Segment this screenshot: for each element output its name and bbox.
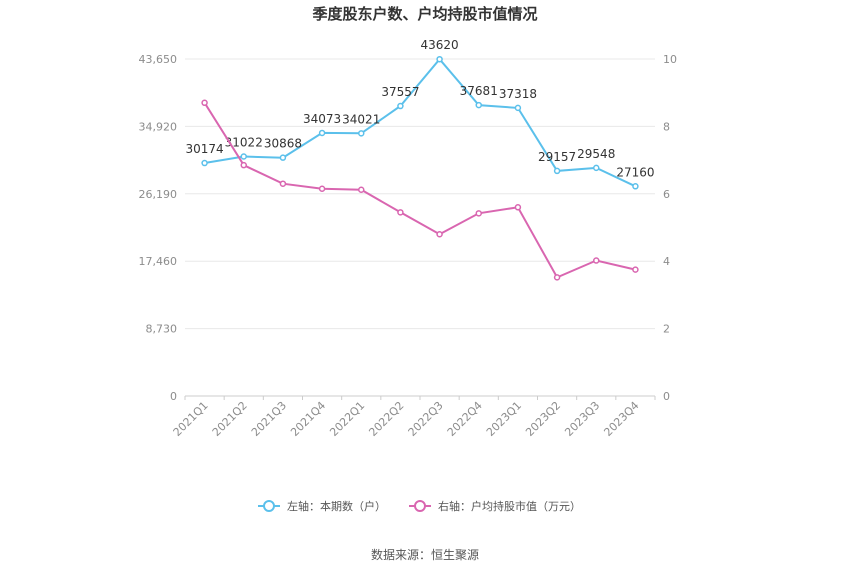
chart-title: 季度股东户数、户均持股市值情况 (312, 5, 537, 23)
data-point[interactable] (514, 204, 522, 211)
x-tick-label: 2021Q4 (288, 399, 328, 439)
data-point[interactable] (358, 186, 365, 194)
legend-label: 右轴：户均持股市值（万元） (438, 499, 581, 513)
legend-item-2[interactable]: 右轴：户均持股市值（万元） (409, 499, 581, 513)
data-point[interactable] (318, 129, 326, 137)
data-label: 34073 (303, 112, 341, 126)
right-tick-label: 0 (663, 390, 670, 403)
series-line-1 (204, 57, 636, 188)
left-tick-label: 26,190 (139, 188, 178, 201)
data-point[interactable] (553, 274, 561, 281)
data-label: 37318 (499, 87, 537, 101)
x-tick-label: 2022Q3 (406, 399, 446, 439)
data-point[interactable] (475, 210, 482, 217)
right-tick-label: 6 (663, 188, 670, 201)
legend-swatch-marker (414, 500, 426, 512)
data-point[interactable] (436, 55, 443, 63)
data-label: 34021 (342, 112, 380, 126)
grid-lines (185, 58, 655, 397)
x-tick-label: 2023Q1 (484, 399, 524, 439)
x-tick-label: 2023Q4 (601, 399, 641, 439)
data-label: 37681 (460, 84, 498, 98)
data-point[interactable] (318, 185, 326, 192)
right-tick-label: 2 (663, 323, 670, 336)
data-point[interactable] (240, 161, 247, 169)
data-point[interactable] (632, 266, 639, 273)
x-tick-label: 2021Q1 (171, 399, 211, 439)
legend-label: 左轴：本期数（户） (287, 499, 386, 513)
data-point[interactable] (553, 167, 561, 175)
source-note: 数据来源：恒生聚源 (371, 547, 479, 562)
left-tick-label: 17,460 (139, 255, 178, 268)
data-label: 43620 (420, 38, 458, 52)
data-point[interactable] (593, 257, 600, 264)
data-label: 30868 (264, 137, 302, 151)
data-label: 29157 (538, 150, 576, 164)
data-label: 29548 (577, 147, 615, 161)
x-axis-ticks: 2021Q1 2021Q2 2021Q3 2021Q4 2022Q1 2022Q2 2022… (171, 396, 656, 439)
data-label: 31022 (225, 135, 263, 149)
legend-item-1[interactable]: 左轴：本期数（户） (258, 499, 386, 513)
data-point[interactable] (358, 130, 365, 137)
x-tick-label: 2023Q2 (523, 399, 563, 439)
left-tick-label: 8,730 (146, 323, 178, 336)
data-point[interactable] (240, 153, 247, 160)
x-tick-label: 2023Q3 (562, 399, 602, 439)
x-tick-label: 2021Q2 (210, 399, 250, 439)
data-point[interactable] (201, 99, 208, 107)
left-tick-label: 34,920 (139, 120, 178, 133)
data-label: 30174 (185, 142, 223, 156)
right-tick-label: 4 (663, 255, 670, 268)
x-tick-label: 2022Q2 (366, 399, 406, 439)
x-tick-label: 2022Q1 (327, 399, 367, 439)
data-point[interactable] (593, 164, 600, 172)
x-tick-label: 2021Q3 (249, 399, 289, 439)
right-tick-label: 10 (663, 53, 677, 66)
data-point[interactable] (397, 102, 404, 110)
legend-swatch-marker (263, 500, 275, 512)
legend[interactable]: 左轴：本期数（户） 右轴：户均持股市值（万元） (258, 499, 581, 513)
data-point[interactable] (514, 104, 522, 112)
data-label: 27160 (616, 165, 654, 179)
data-point[interactable] (279, 154, 287, 161)
left-tick-label: 0 (170, 390, 177, 403)
left-axis-ticks: 0 8,730 17,460 26,190 34,920 43,650 (139, 53, 178, 403)
data-point[interactable] (397, 209, 404, 216)
data-point[interactable] (475, 101, 482, 109)
data-point[interactable] (436, 230, 443, 238)
data-point[interactable] (279, 180, 287, 187)
series-line-2 (203, 102, 636, 279)
x-tick-label: 2022Q4 (445, 399, 485, 439)
left-tick-label: 43,650 (139, 53, 178, 66)
data-label: 37557 (381, 85, 419, 99)
right-tick-label: 8 (663, 120, 670, 133)
right-axis-ticks: 0 2 4 6 8 10 (663, 53, 677, 403)
data-point[interactable] (632, 183, 639, 190)
data-point[interactable] (201, 159, 208, 167)
